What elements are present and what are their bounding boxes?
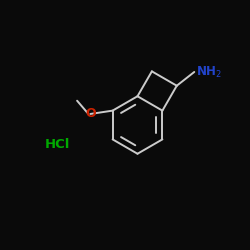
Text: NH$_2$: NH$_2$: [196, 64, 222, 80]
Text: O: O: [85, 108, 96, 120]
Text: HCl: HCl: [45, 138, 70, 151]
